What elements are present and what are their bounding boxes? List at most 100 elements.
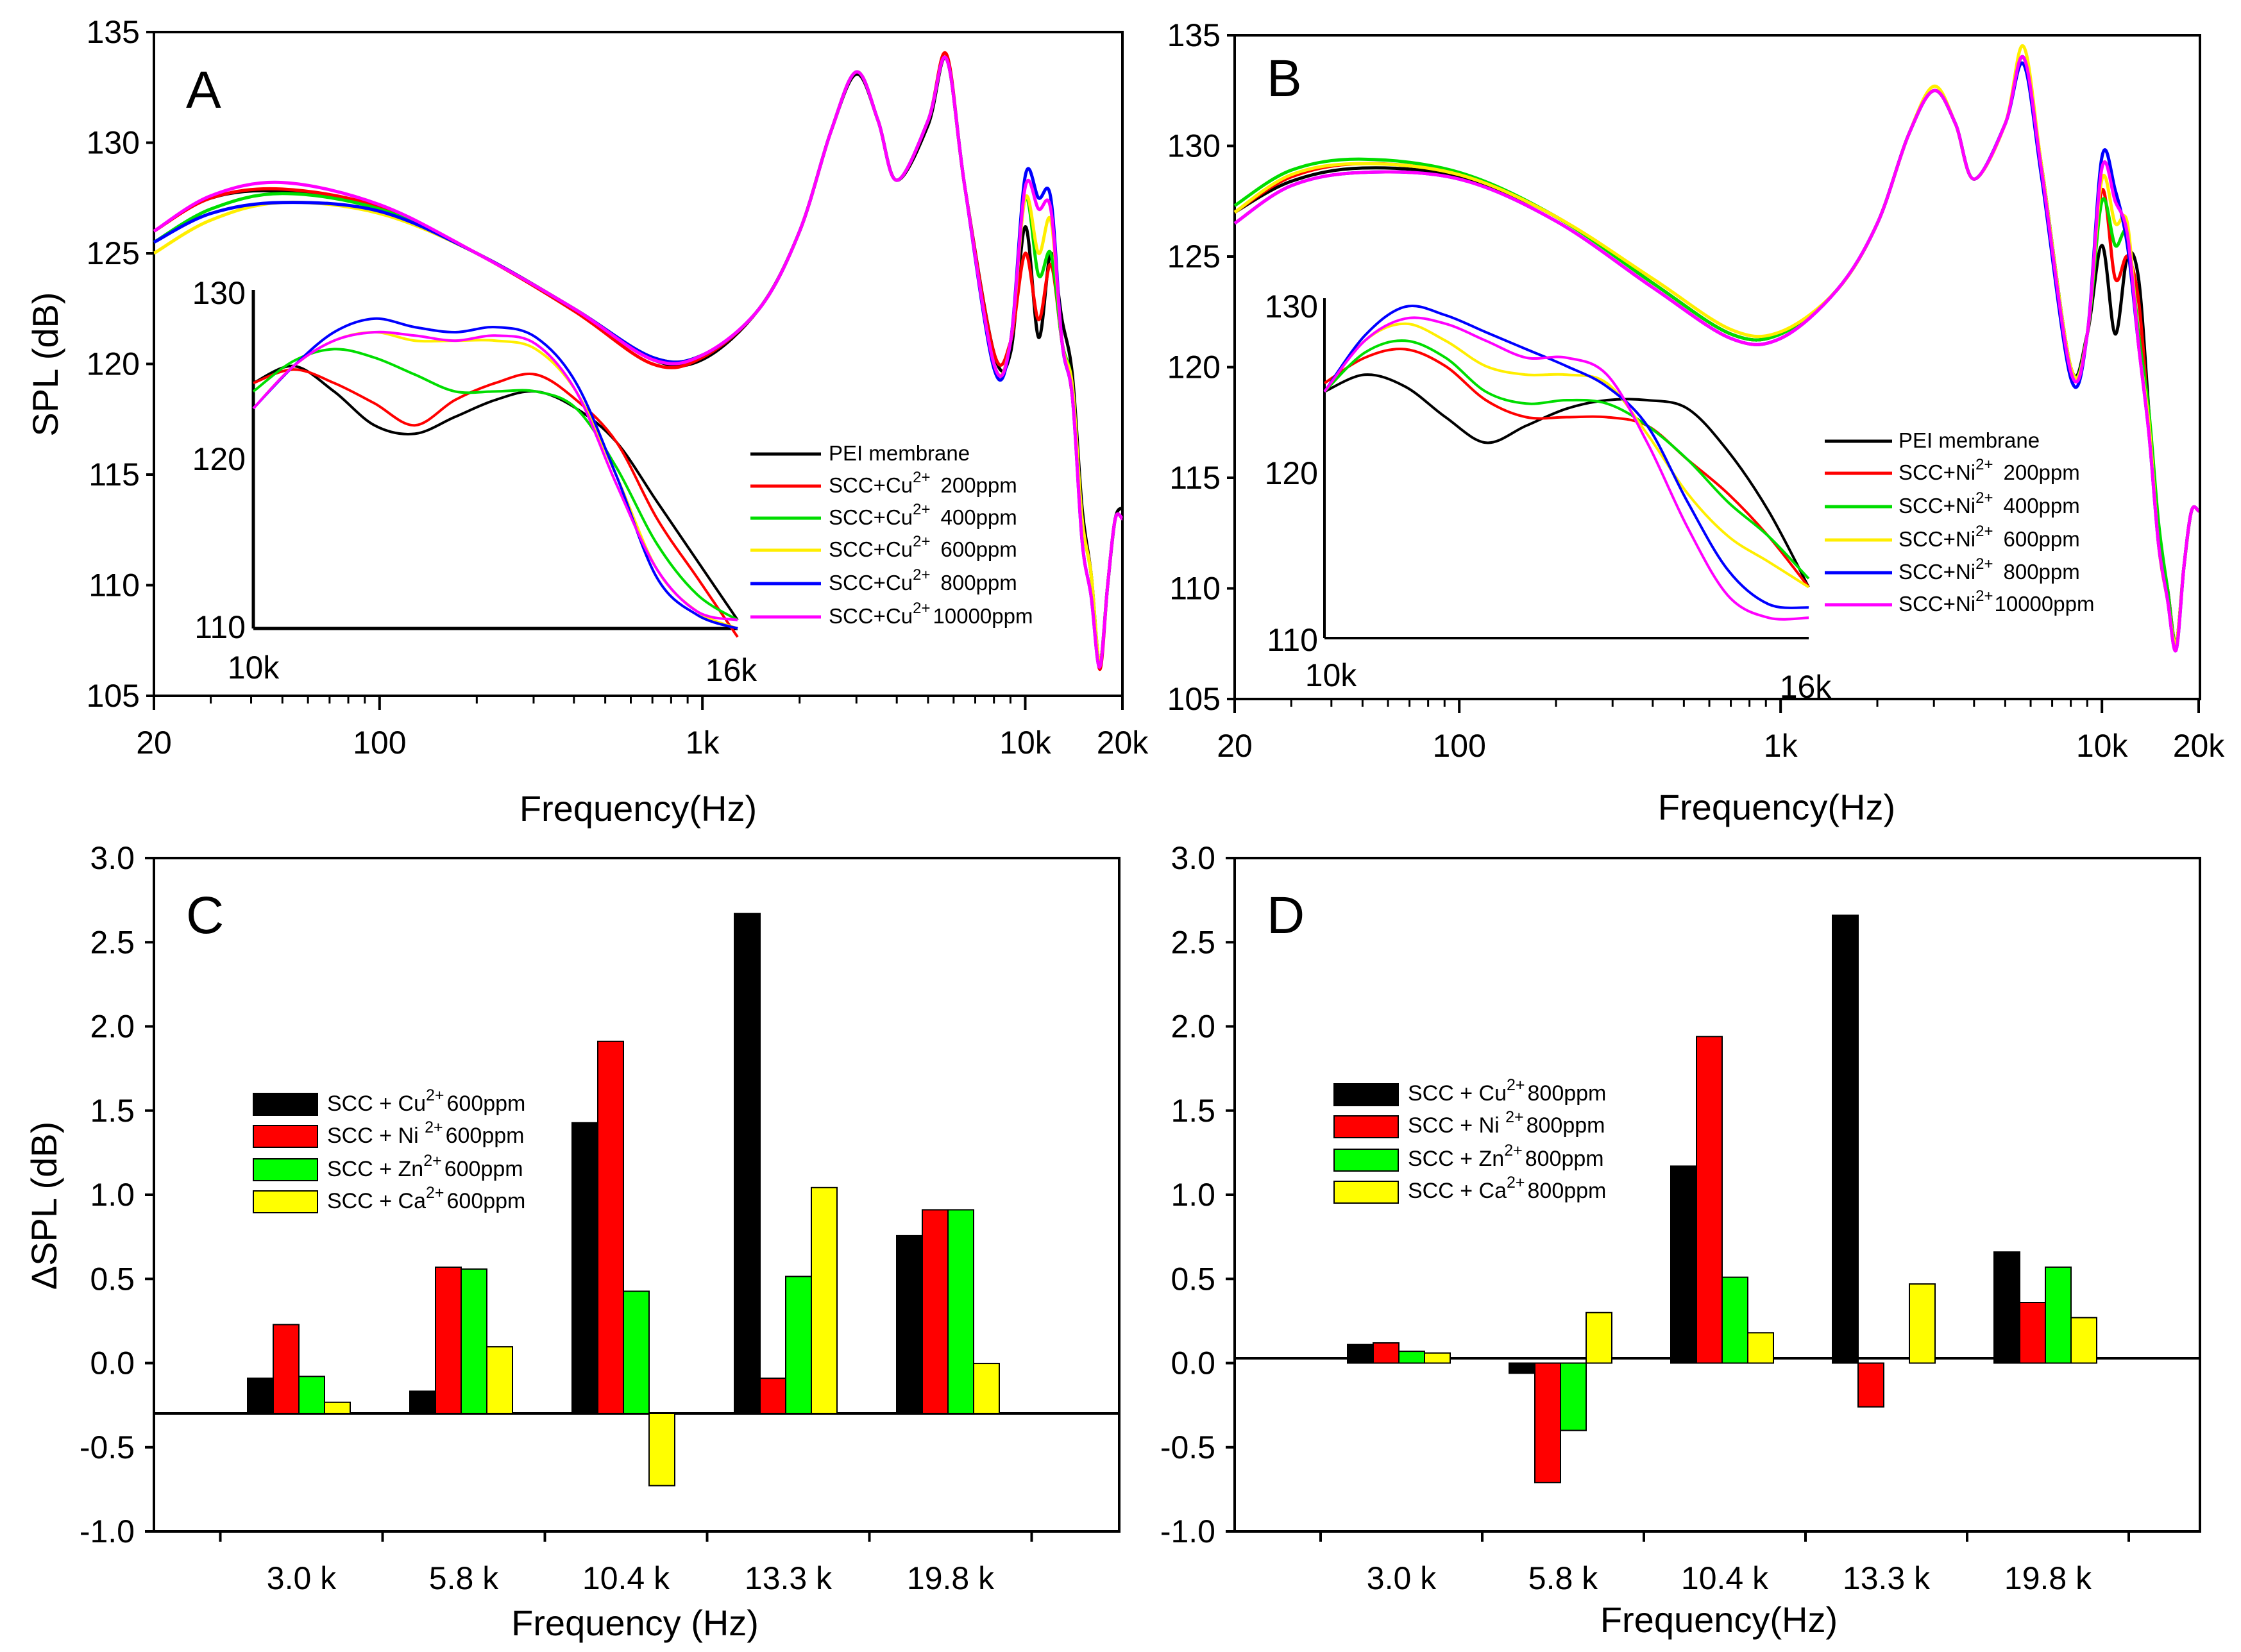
y-tick-label: 2.0 bbox=[90, 1009, 135, 1045]
panel-a-inset-legend: PEI membrane SCC+Cu2+ 200ppm SCC+Cu2+ 400p… bbox=[750, 441, 1033, 628]
inset-b-ytick-label: 110 bbox=[1267, 622, 1318, 658]
panel-c-x-axis-label: Frequency (Hz) bbox=[511, 1603, 759, 1643]
inset-series-line bbox=[1323, 305, 1809, 609]
x-tick-label: 20k bbox=[1097, 725, 1149, 761]
bar bbox=[1721, 1276, 1748, 1364]
panel-b: 105 110 115 120 125 130 135 20 100 1k 10k 20k B Fr… bbox=[1167, 17, 2226, 827]
panel-c-bars-group bbox=[247, 913, 1000, 1487]
panel-d-letter: D bbox=[1267, 886, 1305, 945]
panel-a: 105 110 115 120 125 130 135 20 100 1k 10k 20k A Fr… bbox=[25, 14, 1149, 829]
y-tick-label: 2.5 bbox=[1171, 924, 1215, 960]
inset-series-line bbox=[1323, 316, 1809, 621]
bar bbox=[273, 1324, 300, 1414]
bar bbox=[1696, 1036, 1723, 1364]
legend-swatch bbox=[1333, 1083, 1399, 1106]
y-tick-label: 130 bbox=[1167, 128, 1221, 164]
y-tick-label: 3.0 bbox=[90, 840, 135, 876]
x-tick-label: 1k bbox=[686, 725, 720, 761]
x-tick-label: 3.0 k bbox=[1367, 1560, 1437, 1596]
panel-d-x-ticks: 3.0 k 5.8 k 10.4 k 13.3 k 19.8 k bbox=[1319, 1531, 2130, 1596]
y-tick-label: -1.0 bbox=[80, 1513, 135, 1549]
bar bbox=[1509, 1362, 1535, 1374]
y-tick-label: 110 bbox=[1169, 571, 1221, 607]
legend-label: SCC+Ni2+ 600ppm bbox=[1899, 523, 2080, 551]
panel-a-y-axis-label: SPL (dB) bbox=[25, 292, 65, 436]
x-tick-label: 5.8 k bbox=[429, 1560, 499, 1596]
x-tick-label: 100 bbox=[1432, 728, 1485, 764]
panel-c-letter: C bbox=[186, 886, 224, 945]
bar bbox=[1560, 1362, 1587, 1431]
y-tick-label: 1.5 bbox=[1171, 1093, 1215, 1129]
legend-label: PEI membrane bbox=[1899, 428, 2040, 452]
bar bbox=[247, 1378, 274, 1414]
bar bbox=[1373, 1342, 1400, 1364]
panel-b-x-axis-label: Frequency(Hz) bbox=[1658, 787, 1895, 827]
bar bbox=[785, 1276, 812, 1415]
inset-b-ytick-label: 120 bbox=[1265, 455, 1318, 491]
bar bbox=[435, 1266, 462, 1415]
panel-d-legend: SCC + Cu2+ 800ppm SCC + Ni 2+ 800ppm SCC +… bbox=[1333, 1076, 1606, 1204]
legend-swatch bbox=[253, 1158, 318, 1181]
bar bbox=[1534, 1362, 1561, 1483]
bar bbox=[623, 1290, 650, 1414]
panel-b-inset-series-group bbox=[1323, 305, 1810, 621]
y-tick-label: 120 bbox=[1167, 350, 1221, 385]
bar bbox=[1857, 1362, 1884, 1408]
x-tick-label: 1k bbox=[1764, 728, 1798, 764]
panel-c-y-ticks: -1.0 -0.5 0.0 0.5 1.0 1.5 2.0 2.5 3.0 bbox=[80, 840, 154, 1549]
x-tick-label: 10.4 k bbox=[1681, 1560, 1769, 1596]
legend-label: SCC+Cu2+ 400ppm bbox=[829, 501, 1017, 529]
inset-series-line bbox=[253, 368, 739, 638]
panel-d-y-ticks: -1.0 -0.5 0.0 0.5 1.0 1.5 2.0 2.5 3.0 bbox=[1160, 840, 1235, 1549]
y-tick-label: 1.5 bbox=[90, 1093, 135, 1129]
inset-b-xtick-label: 16k bbox=[1780, 669, 1832, 705]
inset-series-line bbox=[1323, 348, 1810, 588]
panel-b-y-ticks: 105 110 115 120 125 130 135 bbox=[1167, 17, 1235, 717]
y-tick-label: 130 bbox=[87, 125, 140, 161]
bar bbox=[896, 1235, 923, 1414]
panel-a-x-ticks: 20 100 1k 10k 20k bbox=[136, 696, 1149, 761]
bar bbox=[324, 1401, 351, 1414]
bar bbox=[409, 1390, 436, 1415]
legend-swatch bbox=[253, 1190, 318, 1213]
panel-b-x-ticks: 20 100 1k 10k 20k bbox=[1217, 699, 2225, 764]
bar bbox=[1424, 1352, 1451, 1364]
legend-swatch bbox=[1333, 1115, 1399, 1138]
panel-a-x-axis-label: Frequency(Hz) bbox=[520, 788, 757, 829]
panel-a-inset-series-group bbox=[252, 317, 739, 638]
x-tick-label: 5.8 k bbox=[1528, 1560, 1598, 1596]
y-tick-label: -1.0 bbox=[1160, 1513, 1215, 1549]
bar bbox=[811, 1186, 838, 1414]
series-line bbox=[153, 55, 1124, 669]
y-tick-label: 0.5 bbox=[90, 1261, 135, 1297]
bar bbox=[597, 1040, 624, 1414]
inset-a-xtick-label: 10k bbox=[228, 650, 280, 686]
inset-b-ytick-label: 130 bbox=[1265, 289, 1318, 324]
bar bbox=[1993, 1251, 2020, 1364]
bar bbox=[1832, 914, 1859, 1364]
panel-a-y-ticks: 105 110 115 120 125 130 135 bbox=[87, 14, 154, 714]
y-tick-label: 115 bbox=[89, 457, 140, 493]
bar bbox=[2019, 1302, 2046, 1364]
bar bbox=[486, 1346, 513, 1415]
legend-label: SCC+Cu2+ 800ppm bbox=[829, 566, 1017, 594]
legend-label: SCC + Ni 2+ 800ppm bbox=[1408, 1108, 1605, 1138]
panel-c: -1.0 -0.5 0.0 0.5 1.0 1.5 2.0 2.5 3.0 3.0 k 5.8 k… bbox=[24, 840, 1120, 1643]
x-tick-label: 19.8 k bbox=[907, 1560, 995, 1596]
legend-label: PEI membrane bbox=[829, 441, 970, 465]
x-tick-label: 10k bbox=[999, 725, 1052, 761]
inset-series-line bbox=[252, 330, 738, 621]
y-tick-label: 105 bbox=[87, 678, 140, 714]
bar bbox=[1909, 1283, 1936, 1364]
bar bbox=[648, 1413, 675, 1487]
bar bbox=[1670, 1165, 1697, 1364]
y-tick-label: 1.0 bbox=[90, 1177, 135, 1213]
panel-d-bars-group bbox=[1347, 914, 2097, 1483]
legend-label: SCC+Ni2+10000ppm bbox=[1899, 587, 2094, 616]
y-tick-label: 0.0 bbox=[1171, 1345, 1215, 1381]
inset-series-line bbox=[1323, 322, 1810, 589]
y-tick-label: 0.0 bbox=[90, 1345, 135, 1381]
y-tick-label: 115 bbox=[1169, 460, 1221, 496]
x-tick-label: 10.4 k bbox=[582, 1560, 670, 1596]
